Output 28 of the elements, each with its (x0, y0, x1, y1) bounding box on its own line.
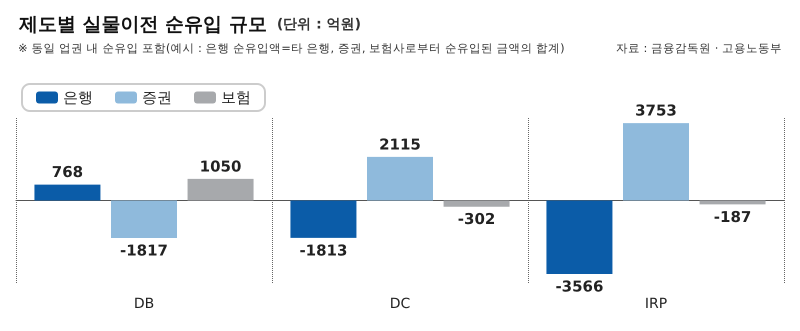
text: ※ 동일 업권 내 순유입 포함(예시 : 은행 순유입액=타 은행, 증권, 보험사로부터 순유입된 금액의 합계) (18, 41, 565, 55)
bar (188, 178, 254, 200)
data-label: -1817 (120, 241, 168, 260)
data-label: 768 (52, 163, 84, 182)
bar (444, 200, 510, 207)
data-label: 1050 (200, 157, 242, 176)
bar (367, 156, 433, 200)
data-label: -302 (458, 210, 496, 228)
text: 자료 : 금융감독원 · 고용노동부 (616, 41, 782, 55)
x-tick-label: DB (134, 296, 154, 312)
chart-subtitle: (단위 : 억원) (276, 16, 361, 32)
legend-label: 보험 (221, 88, 251, 106)
data-label: -187 (714, 208, 752, 226)
bar (290, 200, 356, 238)
data-label: -3566 (555, 278, 604, 296)
data-label: 3753 (635, 102, 677, 120)
x-tick-label: DC (390, 296, 410, 312)
legend-label: 은행 (63, 88, 93, 106)
data-label: 2115 (379, 135, 421, 154)
legend-label: 증권 (142, 88, 172, 106)
bar (34, 184, 100, 200)
data-label: -1813 (299, 241, 348, 260)
bar (111, 200, 177, 238)
bar (700, 200, 766, 204)
bar (623, 123, 689, 200)
chart-title: 제도별 실물이전 순유입 규모 (18, 14, 267, 36)
bar (546, 200, 612, 274)
x-tick-label: IRP (644, 296, 668, 312)
